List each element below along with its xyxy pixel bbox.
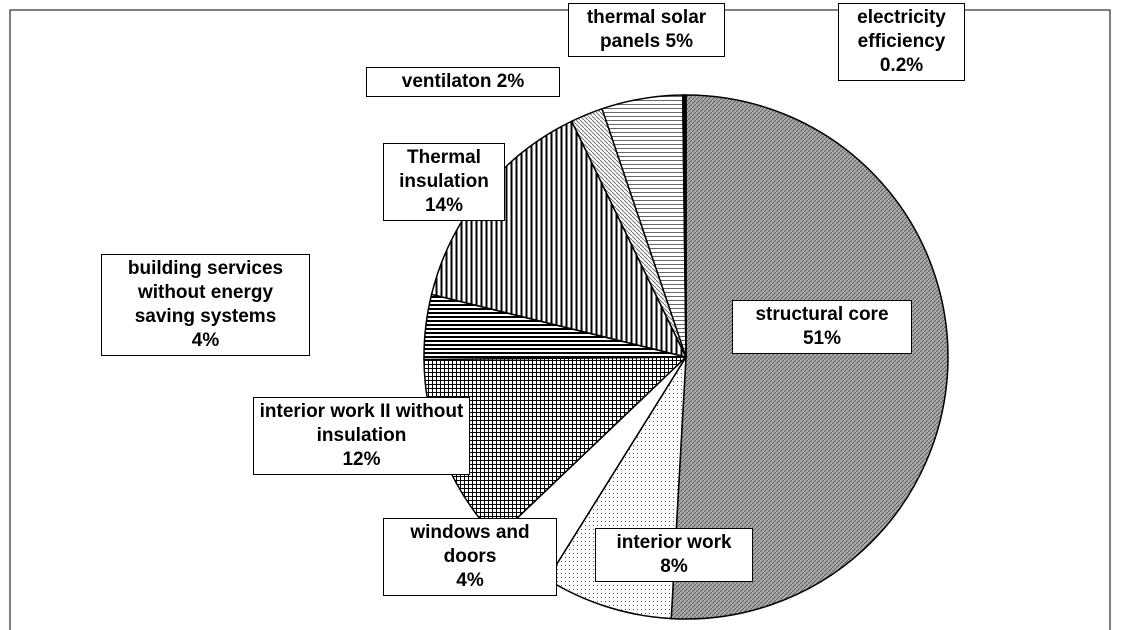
slice-label: interior work 8% bbox=[595, 528, 753, 582]
slice-label: thermal solar panels 5% bbox=[568, 3, 725, 57]
slice-label: building services without energy saving … bbox=[101, 254, 310, 356]
value-label: 51% bbox=[802, 328, 842, 349]
category-name: ventilaton bbox=[401, 71, 492, 92]
slice-label: Thermal insulation 14% bbox=[383, 143, 505, 221]
slice-label: interior work II without insulation 12% bbox=[253, 397, 470, 475]
category-name: interior work bbox=[616, 532, 732, 553]
slice-label: ventilaton 2% bbox=[366, 67, 560, 97]
slice-label: windows and doors 4% bbox=[383, 518, 557, 596]
slice-label: electricity efficiency 0.2% bbox=[838, 3, 965, 81]
value-label: 8% bbox=[660, 556, 688, 577]
value-label: 14% bbox=[424, 195, 464, 216]
category-name: structural core bbox=[755, 304, 889, 325]
value-label: 4% bbox=[456, 570, 484, 591]
category-name: electricity efficiency bbox=[857, 7, 946, 52]
category-name: interior work II without insulation bbox=[259, 401, 464, 446]
chart-frame bbox=[9, 9, 1111, 630]
value-label: 2% bbox=[496, 71, 525, 92]
value-label: 0.2% bbox=[879, 55, 924, 76]
category-name: building services without energy saving … bbox=[127, 258, 284, 327]
pie-slice bbox=[670, 94, 949, 620]
slice-label: structural core 51% bbox=[732, 300, 912, 354]
category-name: windows and doors bbox=[410, 522, 530, 567]
category-name: Thermal insulation bbox=[399, 147, 489, 192]
value-label: 5% bbox=[665, 31, 693, 52]
category-name: thermal solar panels bbox=[586, 7, 707, 52]
value-label: 4% bbox=[191, 330, 220, 351]
value-label: 12% bbox=[342, 449, 381, 470]
pie-slice bbox=[681, 94, 687, 358]
